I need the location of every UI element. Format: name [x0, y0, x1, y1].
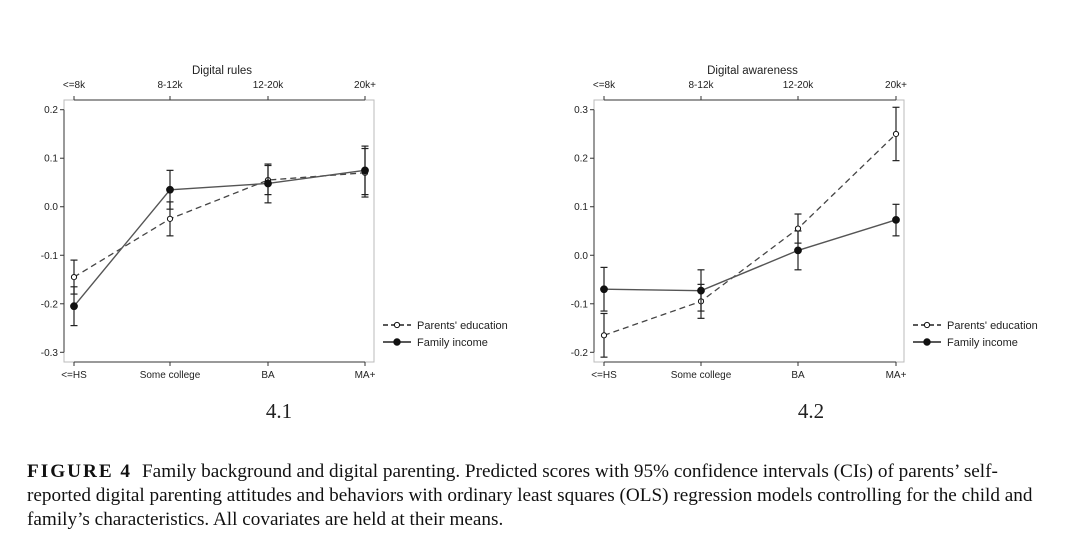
series-line	[603, 133, 897, 336]
x-tick-label-top: 8-12k	[157, 80, 183, 91]
x-tick-label-top: 20k+	[885, 80, 907, 91]
y-tick-label: -0.1	[41, 251, 59, 262]
x-tick-label-bottom: <=HS	[591, 370, 617, 381]
legend-label: Family income	[417, 337, 488, 349]
figure-caption-text: Family background and digital parenting.…	[27, 461, 1033, 530]
data-point	[892, 130, 900, 138]
x-tick-label-top: 20k+	[354, 80, 376, 91]
data-point	[600, 332, 608, 339]
data-point	[794, 225, 802, 232]
y-tick-label: 0.0	[574, 251, 588, 262]
x-tick-label-bottom: MA+	[355, 370, 376, 381]
series-line	[73, 172, 366, 278]
plot-frame	[593, 99, 905, 363]
x-tick-label-bottom: BA	[791, 370, 805, 381]
y-tick-label: 0.1	[574, 202, 588, 213]
figure-caption-label: FIGURE 4	[27, 461, 133, 482]
y-tick-label: 0.2	[44, 105, 58, 116]
data-point	[264, 179, 272, 188]
y-tick-label: -0.3	[41, 348, 59, 359]
x-tick-label-bottom: Some college	[140, 370, 201, 381]
figure-caption: FIGURE 4 Family background and digital pa…	[27, 460, 1057, 532]
chart-title: Digital awareness	[707, 65, 798, 77]
data-point	[70, 302, 78, 311]
x-tick-label-bottom: Some college	[671, 370, 732, 381]
data-point	[70, 273, 78, 281]
legend-label: Parents' education	[417, 320, 508, 332]
y-tick-label: -0.2	[571, 348, 589, 359]
series-line	[603, 219, 897, 292]
plot-frame	[63, 99, 375, 363]
legend-label: Family income	[947, 337, 1018, 349]
legend-swatch-marker	[393, 321, 401, 329]
data-point	[600, 285, 608, 294]
x-tick-label-top: <=8k	[593, 80, 616, 91]
y-tick-label: 0.3	[574, 105, 588, 116]
x-tick-label-top: 8-12k	[688, 80, 714, 91]
panel-label: 4.1	[266, 399, 292, 423]
y-tick-label: -0.2	[41, 299, 59, 310]
x-tick-label-bottom: <=HS	[61, 370, 87, 381]
y-tick-label: 0.0	[44, 202, 58, 213]
y-tick-label: -0.1	[571, 299, 589, 310]
data-point	[794, 246, 802, 255]
chart-panel-digital-awareness: 0.3 0.2 0.1 0.0 -0.1 -0.2<=HS Some college BA MA…	[571, 65, 1038, 423]
data-point	[166, 215, 174, 222]
series-line	[73, 169, 366, 307]
panel-label: 4.2	[798, 399, 824, 423]
data-point	[361, 166, 369, 175]
legend-swatch-marker	[393, 338, 401, 346]
data-point	[892, 215, 900, 224]
chart-title: Digital rules	[192, 65, 252, 77]
x-tick-label-top: <=8k	[63, 80, 86, 91]
data-point	[166, 185, 174, 194]
figure-panels: 0.20.10.0-0.1-0.2-0.3<=HS Some college BA M…	[41, 65, 1038, 423]
legend-swatch-marker	[923, 321, 931, 329]
y-tick-label: 0.2	[574, 154, 588, 165]
x-tick-label-top: 12-20k	[783, 80, 815, 91]
chart-panel-digital-rules: 0.2 0.1 0.0 -0.1 -0.2 -0.3<=HS Some college BA M…	[41, 65, 508, 423]
x-tick-label-bottom: MA+	[886, 370, 907, 381]
y-tick-label: 0.1	[44, 154, 58, 165]
x-tick-label-top: 12-20k	[253, 80, 285, 91]
data-point	[697, 286, 705, 295]
legend-label: Parents' education	[947, 320, 1038, 332]
x-tick-label-bottom: BA	[261, 370, 275, 381]
legend-swatch-marker	[923, 338, 931, 346]
